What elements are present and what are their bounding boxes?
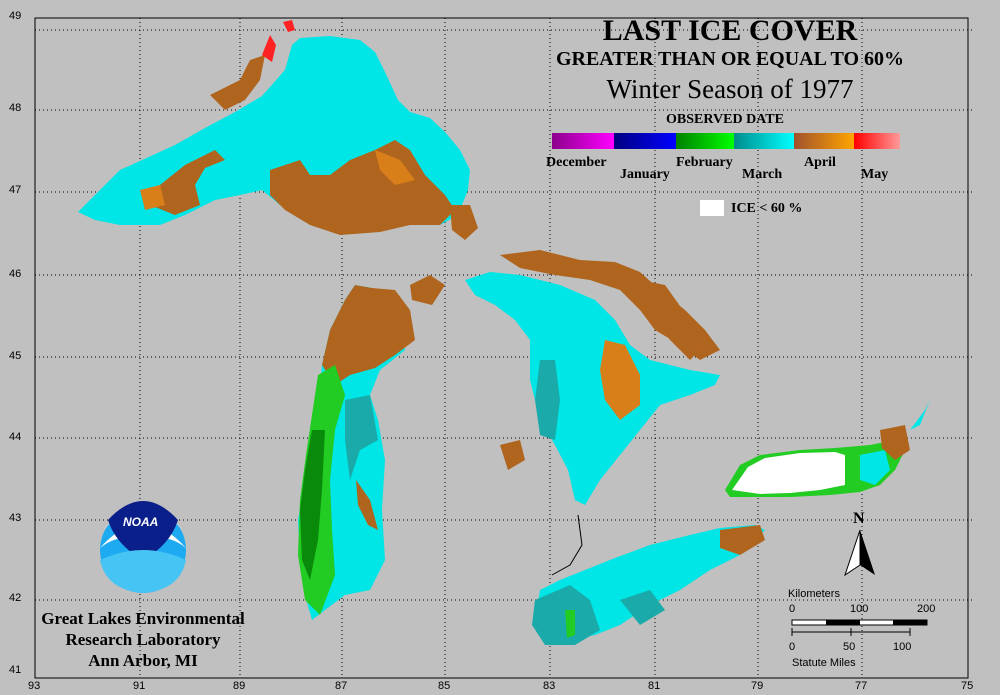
lon-81: 81 bbox=[648, 680, 661, 692]
scale-km-100: 100 bbox=[850, 603, 869, 615]
scale-mi-title: Statute Miles bbox=[792, 657, 856, 669]
noaa-logo-text: NOAA bbox=[123, 515, 159, 529]
lat-44: 44 bbox=[9, 431, 22, 443]
scale-km-0: 0 bbox=[789, 603, 796, 615]
season-label: Winter Season of 1977 bbox=[606, 74, 854, 104]
lat-47: 47 bbox=[9, 184, 22, 196]
ice-less-than-60-label: ICE < 60 % bbox=[731, 201, 803, 216]
lat-43: 43 bbox=[9, 512, 22, 524]
lat-46: 46 bbox=[9, 268, 22, 280]
scale-bar bbox=[791, 619, 928, 636]
scale-mi-0: 0 bbox=[789, 641, 796, 653]
north-arrow-icon bbox=[844, 529, 875, 577]
lat-48: 48 bbox=[9, 102, 22, 114]
credit-line-3: Ann Arbor, MI bbox=[88, 651, 198, 670]
lon-89: 89 bbox=[233, 680, 246, 692]
legend-month-january: January bbox=[620, 167, 670, 182]
lon-79: 79 bbox=[751, 680, 764, 692]
scale-km-200: 200 bbox=[917, 603, 936, 615]
lat-41: 41 bbox=[9, 664, 22, 676]
lat-42: 42 bbox=[9, 592, 22, 604]
lake-ontario bbox=[725, 400, 930, 497]
legend-month-february: February bbox=[676, 155, 733, 170]
lon-87: 87 bbox=[335, 680, 348, 692]
credit-line-1: Great Lakes Environmental bbox=[41, 609, 245, 628]
north-label: N bbox=[853, 510, 865, 527]
noaa-logo bbox=[100, 501, 186, 593]
ice-less-than-60-swatch bbox=[700, 200, 724, 216]
credit-block: Great Lakes Environmental Research Labor… bbox=[18, 608, 268, 671]
legend-month-march: March bbox=[742, 167, 783, 182]
legend-heading: OBSERVED DATE bbox=[666, 112, 784, 127]
lake-erie bbox=[532, 525, 765, 645]
scale-km-title: Kilometers bbox=[788, 588, 840, 600]
map-subtitle: GREATER THAN OR EQUAL TO 60% bbox=[555, 48, 905, 70]
scale-mi-50: 50 bbox=[843, 641, 856, 653]
legend-month-may: May bbox=[861, 167, 889, 182]
lon-75: 75 bbox=[961, 680, 974, 692]
lat-49: 49 bbox=[9, 10, 22, 22]
lon-77: 77 bbox=[855, 680, 868, 692]
legend-colorbar bbox=[552, 133, 900, 149]
lake-michigan bbox=[298, 275, 445, 620]
lon-93: 93 bbox=[28, 680, 41, 692]
lake-huron bbox=[465, 250, 720, 505]
map-title: LAST ICE COVER bbox=[602, 14, 858, 47]
lon-83: 83 bbox=[543, 680, 556, 692]
lat-45: 45 bbox=[9, 350, 22, 362]
scale-mi-100: 100 bbox=[893, 641, 912, 653]
legend-month-december: December bbox=[546, 155, 607, 170]
lake-superior bbox=[78, 20, 478, 240]
credit-line-2: Research Laboratory bbox=[65, 630, 221, 649]
lon-85: 85 bbox=[438, 680, 451, 692]
legend-month-april: April bbox=[804, 155, 836, 170]
lon-91: 91 bbox=[133, 680, 146, 692]
